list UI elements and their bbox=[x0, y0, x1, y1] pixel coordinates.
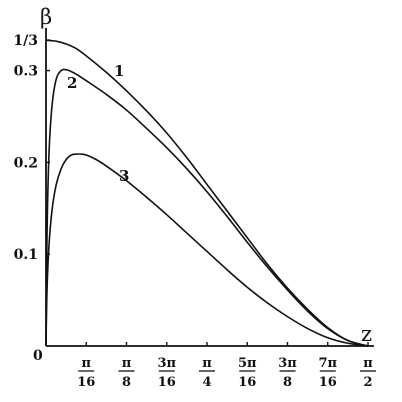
curve-label-2: 2 bbox=[67, 74, 77, 92]
curves bbox=[45, 39, 369, 347]
y-tick-label: 1/3 bbox=[13, 33, 38, 49]
x-tick-numerator: π bbox=[122, 356, 132, 371]
x-tick-denominator: 8 bbox=[283, 375, 292, 390]
curve-1 bbox=[45, 39, 369, 347]
y-axis-title: β bbox=[40, 5, 52, 29]
x-tick-denominator: 4 bbox=[202, 375, 211, 390]
x-tick-denominator: 8 bbox=[122, 375, 131, 390]
y-tick-label: 0.3 bbox=[14, 64, 38, 80]
x-tick-numerator: 7π bbox=[318, 356, 337, 371]
x-tick-label: π8 bbox=[118, 356, 135, 390]
curve-label-1: 1 bbox=[114, 62, 124, 80]
x-tick-denominator: 16 bbox=[158, 375, 176, 390]
x-tick-label: π2 bbox=[360, 356, 376, 390]
x-tick-denominator: 16 bbox=[319, 375, 337, 390]
x-tick-denominator: 2 bbox=[363, 375, 372, 390]
axes: β z 0 bbox=[33, 5, 374, 364]
x-tick-numerator: 5π bbox=[238, 356, 257, 371]
x-origin-label: 0 bbox=[33, 348, 43, 364]
curve-2 bbox=[45, 68, 369, 347]
curve-labels: 1 2 3 bbox=[67, 62, 129, 185]
x-tick-numerator: 3π bbox=[278, 356, 297, 371]
x-tick-label: 3π8 bbox=[278, 356, 297, 390]
y-tick-label: 0.2 bbox=[14, 155, 38, 171]
x-tick-numerator: π bbox=[202, 356, 212, 371]
curve-3 bbox=[45, 153, 369, 347]
x-tick-label: π4 bbox=[199, 356, 215, 390]
x-tick-numerator: π bbox=[81, 356, 91, 371]
curve-label-3: 3 bbox=[119, 167, 129, 185]
x-tick-numerator: π bbox=[363, 356, 373, 371]
x-tick-denominator: 16 bbox=[238, 375, 256, 390]
y-ticks: 0.1 0.2 0.3 1/3 bbox=[13, 33, 50, 263]
y-tick-label: 0.1 bbox=[14, 247, 38, 263]
x-tick-numerator: 3π bbox=[157, 356, 176, 371]
x-tick-label: π 16 bbox=[77, 356, 95, 390]
x-tick-denominator: 16 bbox=[77, 375, 95, 390]
x-axis-title: z bbox=[361, 322, 372, 346]
